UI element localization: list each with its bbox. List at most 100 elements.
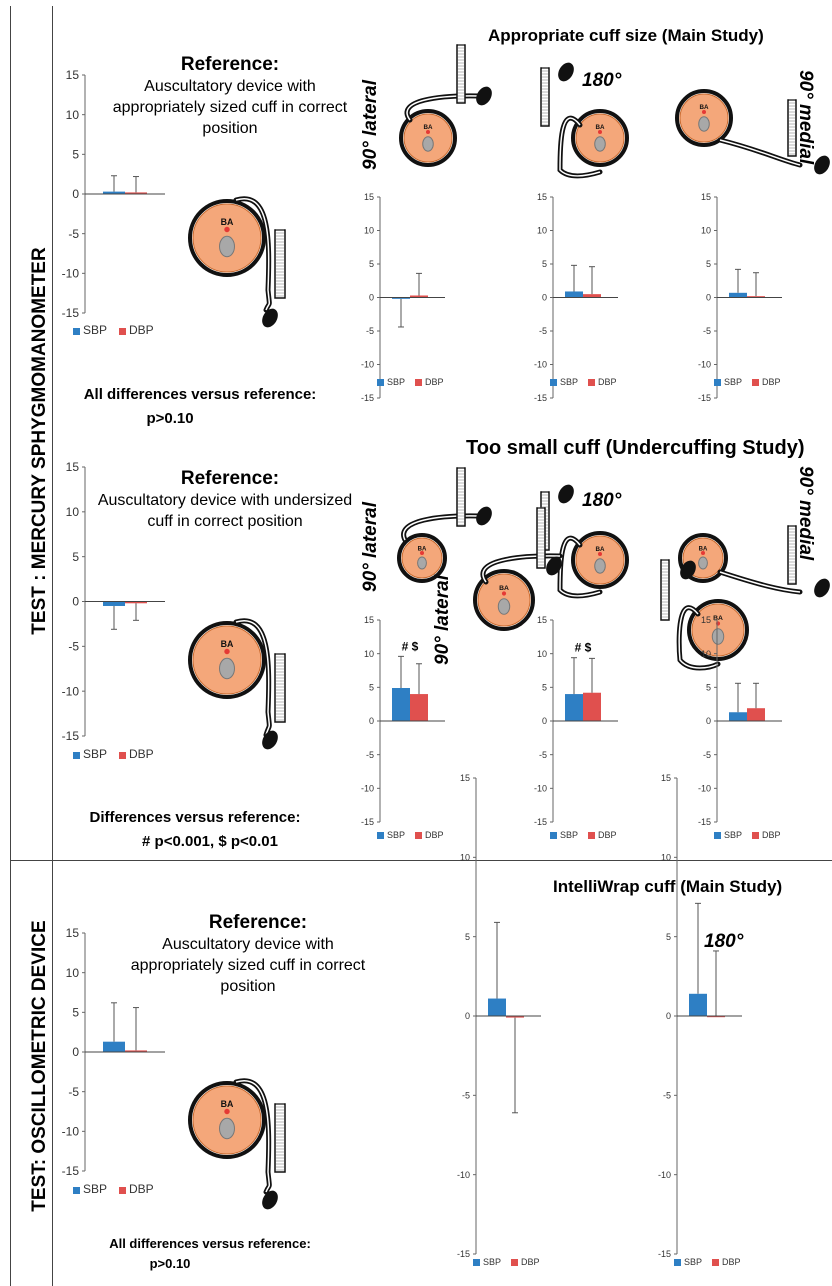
bar-sbp [103,601,125,606]
y-tick-label: 0 [72,595,79,609]
y-tick-label: -15 [361,393,374,403]
y-tick-label: 0 [369,293,374,303]
y-tick-label: 0 [706,716,711,726]
y-tick-label: -15 [534,393,547,403]
brachial-artery-dot [598,130,602,134]
y-tick-label: 0 [706,293,711,303]
y-tick-label: -15 [534,817,547,827]
bone-ellipse [219,1117,235,1140]
bar-dbp [506,1016,524,1018]
y-tick-label: 5 [369,682,374,692]
bar-sbp [729,292,747,298]
y-tick-label: 5 [369,259,374,269]
y-tick-label: -15 [698,817,711,827]
diagram-osc-lateral: BA [473,507,563,631]
bar-sbp [565,291,583,298]
legend-swatch-sbp [377,379,384,386]
legend-swatch-dbp [119,1187,126,1194]
legend-swatch-dbp [588,379,595,386]
y-tick-label: 15 [537,192,547,202]
y-tick-label: -15 [457,1249,470,1259]
diagram-under-lateral: BA [397,467,492,583]
frame-divider-line [52,6,53,1286]
row-separator [10,860,832,861]
legend-label-sbp: SBP [83,1182,107,1196]
legend-label-sbp: SBP [724,830,742,840]
legend-label-dbp: DBP [425,830,444,840]
cuff-tubing-inner [719,139,801,166]
y-tick-label: 5 [542,259,547,269]
y-tick-label: 10 [364,226,374,236]
bone-ellipse [219,657,235,680]
inflation-bulb [262,730,278,750]
brachial-artery-dot [426,130,430,134]
note-osc-line2: p>0.10 [149,1256,191,1271]
note-main-line1: All differences versus reference: [83,386,317,403]
bone-ellipse [219,235,235,258]
brachial-artery-dot [701,551,705,555]
diagram-main-lateral: BA [399,44,492,167]
y-tick-label: 15 [364,192,374,202]
y-tick-label: -10 [457,1170,470,1180]
reference-desc-main: Auscultatory device with appropriately s… [112,78,348,137]
legend-label-dbp: DBP [521,1257,540,1267]
legend-label-sbp: SBP [387,377,405,387]
legend-label-dbp: DBP [129,323,154,337]
y-tick-label: 5 [706,682,711,692]
cuff-ring [571,109,629,167]
legend-swatch-sbp [73,328,80,335]
brachial-artery-dot [224,1108,230,1115]
chart-c2: -15 -10 -5 0 5 10 15 SBP DBP [361,192,445,403]
cuff-tubing-inner [559,117,601,177]
cuff-ring [188,199,266,277]
y-tick-label: -5 [68,640,79,654]
y-tick-label: -5 [462,1090,470,1100]
y-tick-label: -10 [534,783,547,793]
y-tick-label: 15 [66,460,80,474]
inflation-bulb [814,155,830,175]
legend-swatch-dbp [415,832,422,839]
legend-label-sbp: SBP [724,377,742,387]
inflation-bulb [476,86,492,106]
brachial-artery-label: BA [595,124,605,131]
bone-ellipse [422,136,434,152]
y-tick-label: 0 [666,1011,671,1021]
diagram-osc-180: BA [660,559,749,671]
cuff-ring [675,89,733,147]
bar-dbp [707,1016,725,1018]
y-tick-label: 15 [661,773,671,783]
y-tick-label: 0 [542,716,547,726]
y-tick-label: 5 [72,148,79,162]
y-tick-label: 10 [661,852,671,862]
legend-swatch-sbp [714,832,721,839]
inflation-bulb [680,560,696,580]
note-main-line2: p>0.10 [146,410,194,427]
y-tick-label: 0 [72,187,79,201]
bar-dbp [410,295,428,298]
bar-dbp [583,692,601,721]
angle-label-180-main: 180° [582,70,622,91]
legend-label-dbp: DBP [722,1257,741,1267]
y-tick-label: -15 [62,1164,80,1178]
reference-title-main: Reference: [180,54,280,75]
cuff-tubing-inner [402,515,481,541]
bar-sbp [565,694,583,721]
brachial-artery-label: BA [221,217,234,227]
y-tick-label: -15 [62,729,80,743]
chart-c7: -15 -10 -5 0 5 10 15 # $ SBP DBP [534,615,618,840]
frame-left-line [10,6,11,1286]
bone-ellipse [698,116,710,132]
legend-swatch-sbp [73,1187,80,1194]
bar-dbp [410,694,428,721]
legend-swatch-dbp [511,1259,518,1266]
y-tick-label: 0 [542,293,547,303]
legend-label-sbp: SBP [387,830,405,840]
significance-annotation: # $ [402,639,419,653]
legend-label-sbp: SBP [560,830,578,840]
cuff-tubing-inner [406,95,481,121]
section-title-osc: IntelliWrap cuff (Main Study) [553,877,783,896]
legend-swatch-dbp [588,832,595,839]
chart-c11: -15 -10 -5 0 5 10 15 SBP DBP [658,773,742,1267]
legend-swatch-dbp [119,752,126,759]
brachial-artery-label: BA [595,546,605,553]
